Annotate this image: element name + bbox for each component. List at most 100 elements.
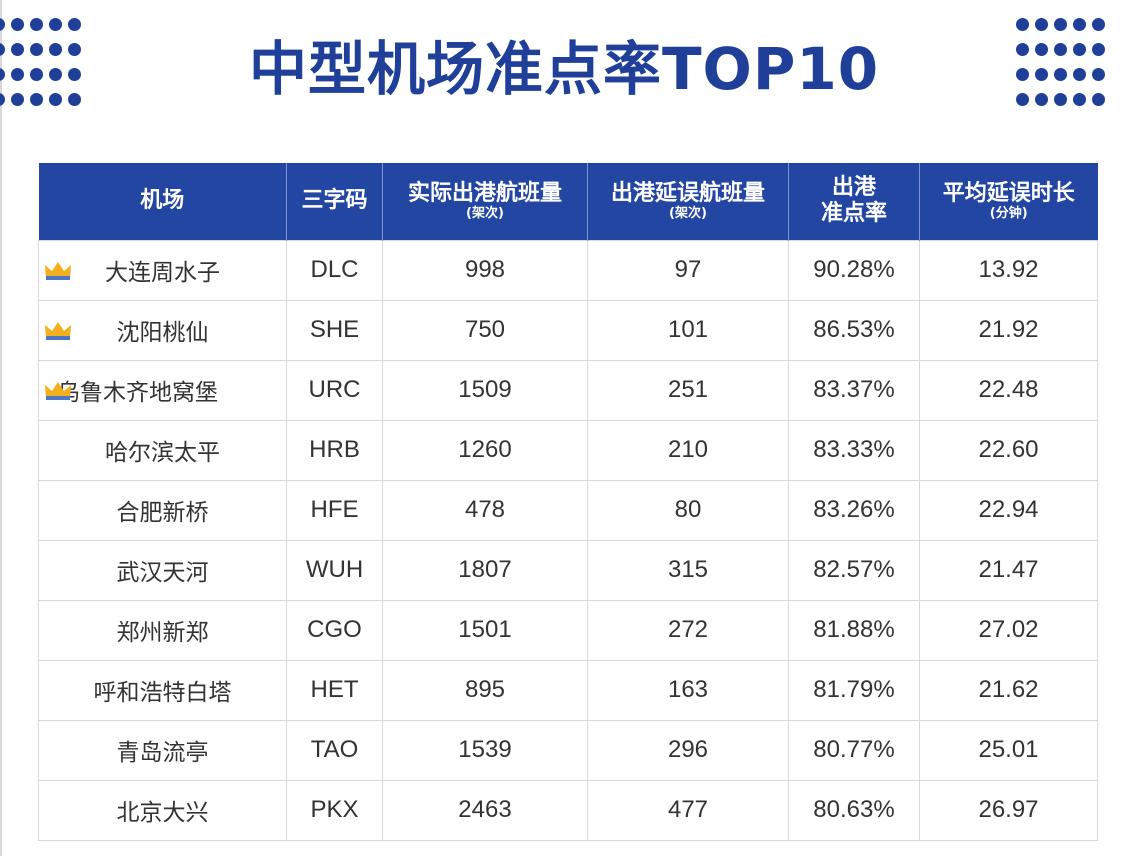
delayed-flights-cell: 163 xyxy=(587,659,789,721)
avg-delay-cell: 21.92 xyxy=(919,299,1098,361)
avg-delay-cell-text: 22.48 xyxy=(978,376,1039,403)
delayed-flights-cell-text: 97 xyxy=(674,256,702,283)
delayed-flights-cell: 477 xyxy=(587,779,789,841)
airport-code-cell: SHE xyxy=(286,299,383,361)
ontime-rate-cell-text: 83.33% xyxy=(813,436,895,463)
avg-delay-cell-text: 21.47 xyxy=(978,556,1039,583)
table-row: 青岛流亭 TAO 1539 296 80.77% 25.01 xyxy=(38,719,1098,781)
table-row: 沈阳桃仙 SHE 750 101 86.53% 21.92 xyxy=(38,299,1098,361)
airport-code-cell-text: CGO xyxy=(307,616,362,643)
ontime-rate-cell-text: 83.37% xyxy=(813,376,895,403)
airport-code-cell: URC xyxy=(286,359,383,421)
delayed-flights-cell: 80 xyxy=(587,479,789,541)
header-avg-delay: 平均延误时长 (分钟) xyxy=(920,163,1098,240)
airport-name-cell-text: 乌鲁木齐地窝堡 xyxy=(57,380,218,406)
delayed-flights-cell: 272 xyxy=(587,599,789,661)
delayed-flights-cell: 296 xyxy=(587,719,789,781)
actual-flights-cell-text: 1807 xyxy=(458,556,512,583)
header-airport-label: 机场 xyxy=(140,188,185,214)
airport-code-cell: WUH xyxy=(286,539,383,601)
avg-delay-cell-text: 27.02 xyxy=(978,616,1039,643)
airport-code-cell: HFE xyxy=(286,479,383,541)
delayed-flights-cell-text: 477 xyxy=(667,796,709,823)
airport-code-cell: HET xyxy=(286,659,383,721)
delayed-flights-cell-text: 315 xyxy=(667,556,709,583)
delayed-flights-cell-text: 272 xyxy=(667,616,709,643)
crown-icon xyxy=(45,381,71,400)
airport-name-cell-text: 郑州新郑 xyxy=(116,620,209,646)
page-title: 中型机场准点率TOP10 xyxy=(248,35,880,103)
table-row: 郑州新郑 CGO 1501 272 81.88% 27.02 xyxy=(38,599,1098,661)
airport-name-cell-text: 合肥新桥 xyxy=(116,500,209,526)
actual-flights-cell: 1260 xyxy=(382,419,588,481)
dot-grid-left-decoration xyxy=(0,18,81,106)
avg-delay-cell: 26.97 xyxy=(919,779,1098,841)
crown-icon xyxy=(45,321,71,340)
ontime-rate-cell-text: 81.88% xyxy=(813,616,895,643)
avg-delay-cell-text: 26.97 xyxy=(978,796,1039,823)
airport-code-cell-text: SHE xyxy=(309,316,360,343)
table-row: 北京大兴 PKX 2463 477 80.63% 26.97 xyxy=(38,779,1098,841)
table-row: 合肥新桥 HFE 478 80 83.26% 22.94 xyxy=(38,479,1098,541)
airport-name-cell: 合肥新桥 xyxy=(38,479,287,541)
airport-name-cell: 郑州新郑 xyxy=(38,599,287,661)
ontime-rate-cell: 83.26% xyxy=(788,479,920,541)
header-actual-flights-label: 实际出港航班量 xyxy=(407,181,562,207)
avg-delay-cell: 22.48 xyxy=(919,359,1098,421)
actual-flights-cell-text: 1539 xyxy=(458,736,512,763)
actual-flights-cell: 478 xyxy=(382,479,588,541)
actual-flights-cell-text: 1260 xyxy=(458,436,512,463)
actual-flights-cell: 1501 xyxy=(382,599,588,661)
header-actual-flights: 实际出港航班量 (架次) xyxy=(382,163,588,240)
airport-code-cell-text: HFE xyxy=(310,496,359,523)
header-avg-delay-label: 平均延误时长 xyxy=(942,181,1075,207)
table-header-row: 机场 三字码 实际出港航班量 (架次) 出港延误航班量 (架次) 出港 准点率 平均延误时长(… xyxy=(38,163,1098,240)
avg-delay-cell: 13.92 xyxy=(919,239,1098,301)
airport-code-cell: HRB xyxy=(286,419,383,481)
airport-name-cell: 呼和浩特白塔 xyxy=(38,659,287,721)
avg-delay-cell: 27.02 xyxy=(919,599,1098,661)
avg-delay-cell-text: 25.01 xyxy=(978,736,1039,763)
header-ontime-rate-label: 出港 准点率 xyxy=(820,175,887,227)
airport-name-cell: 北京大兴 xyxy=(38,779,287,841)
avg-delay-cell: 25.01 xyxy=(919,719,1098,781)
avg-delay-cell-text: 13.92 xyxy=(978,256,1039,283)
delayed-flights-cell-text: 101 xyxy=(667,316,709,343)
airport-name-cell: 乌鲁木齐地窝堡 xyxy=(38,359,287,421)
ontime-rate-cell-text: 82.57% xyxy=(813,556,895,583)
avg-delay-cell: 21.47 xyxy=(919,539,1098,601)
table-body: 大连周水子 DLC 998 97 90.28% 13.92 沈阳桃仙 SHE 750 101 86.… xyxy=(38,239,1098,841)
airport-code-cell-text: WUH xyxy=(305,556,364,583)
header-delayed-flights-label: 出港延误航班量 xyxy=(610,181,765,207)
actual-flights-cell-text: 895 xyxy=(464,676,506,703)
actual-flights-cell-text: 998 xyxy=(464,256,506,283)
airport-name-cell: 青岛流亭 xyxy=(38,719,287,781)
airport-code-cell: CGO xyxy=(286,599,383,661)
airport-name-cell: 大连周水子 xyxy=(38,239,287,301)
airport-code-cell-text: HET xyxy=(310,676,359,703)
actual-flights-cell: 2463 xyxy=(382,779,588,841)
ontime-rate-cell-text: 90.28% xyxy=(813,256,895,283)
airport-code-cell: PKX xyxy=(286,779,383,841)
airport-name-cell-text: 青岛流亭 xyxy=(116,740,209,766)
airport-code-cell: TAO xyxy=(286,719,383,781)
header-avg-delay-unit: (分钟) xyxy=(989,206,1028,222)
ontime-rate-cell-text: 80.77% xyxy=(813,736,895,763)
avg-delay-cell-text: 21.62 xyxy=(978,676,1039,703)
ontime-rate-cell-text: 86.53% xyxy=(813,316,895,343)
crown-icon xyxy=(45,261,71,280)
ontime-rate-cell: 81.79% xyxy=(788,659,920,721)
delayed-flights-cell: 210 xyxy=(587,419,789,481)
airport-code-cell: DLC xyxy=(286,239,383,301)
airport-name-cell-text: 哈尔滨太平 xyxy=(105,440,220,466)
ontime-rate-cell-text: 81.79% xyxy=(813,676,895,703)
header-airport: 机场 xyxy=(38,163,287,240)
avg-delay-cell: 21.62 xyxy=(919,659,1098,721)
airport-name-cell-text: 北京大兴 xyxy=(116,800,209,826)
airport-name-cell: 哈尔滨太平 xyxy=(38,419,287,481)
airport-code-cell-text: URC xyxy=(308,376,361,403)
ontime-rate-cell: 90.28% xyxy=(788,239,920,301)
ontime-rate-cell: 83.37% xyxy=(788,359,920,421)
delayed-flights-cell-text: 80 xyxy=(674,496,702,523)
table-row: 大连周水子 DLC 998 97 90.28% 13.92 xyxy=(38,239,1098,301)
